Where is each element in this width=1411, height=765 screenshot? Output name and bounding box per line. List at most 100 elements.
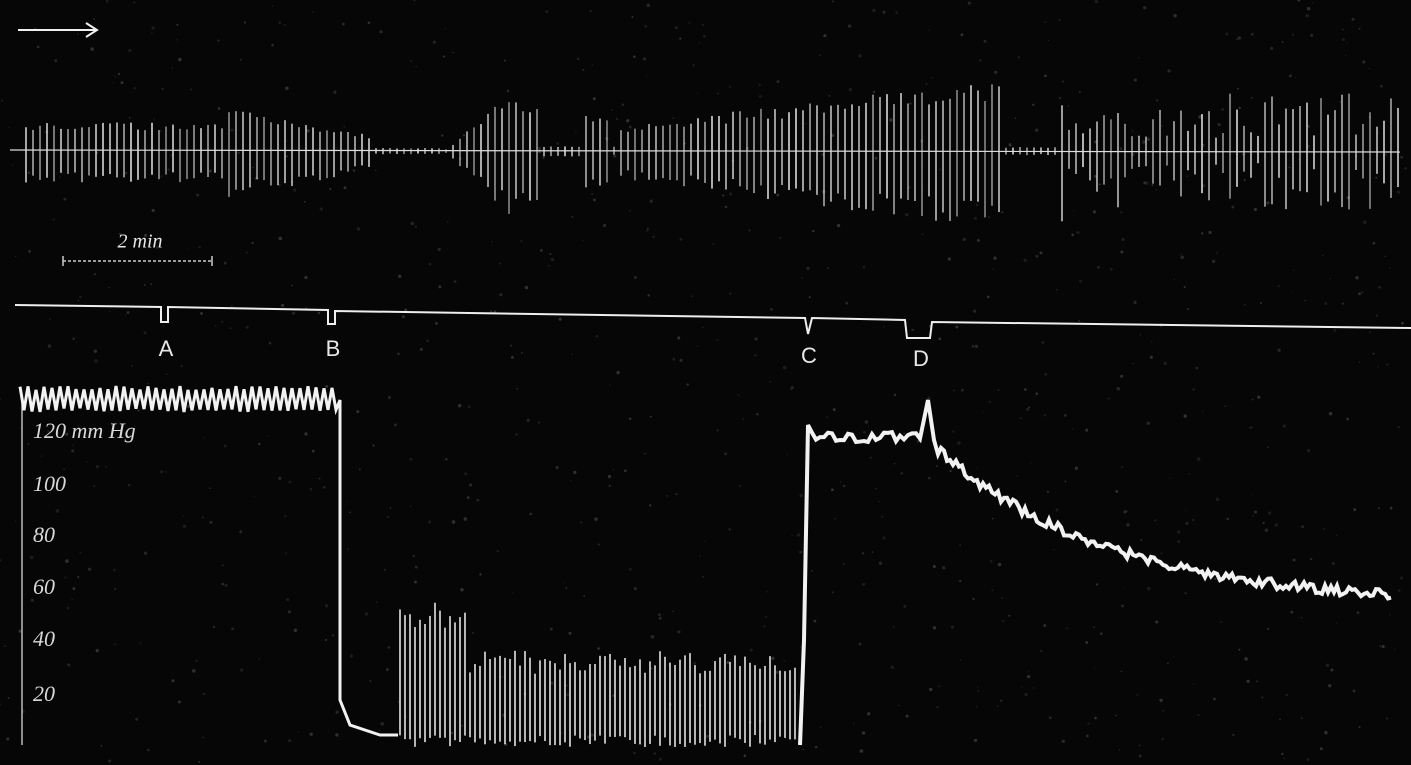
- speck: [744, 754, 747, 757]
- speck: [133, 2, 135, 4]
- speck: [1099, 183, 1101, 185]
- speck: [109, 287, 110, 288]
- speck: [1126, 523, 1129, 526]
- speck: [244, 21, 246, 23]
- speck: [1361, 291, 1364, 294]
- speck: [1216, 498, 1220, 502]
- speck: [783, 660, 785, 662]
- speck: [583, 69, 585, 71]
- speck: [199, 246, 201, 248]
- speck: [209, 487, 211, 489]
- speck: [1334, 329, 1337, 332]
- speck: [814, 620, 817, 623]
- speck: [991, 589, 993, 591]
- speck: [347, 548, 349, 550]
- speck: [712, 243, 713, 244]
- speck: [1353, 508, 1356, 511]
- speck: [1340, 101, 1342, 103]
- speck: [147, 383, 148, 384]
- speck: [1279, 718, 1281, 720]
- speck: [1115, 715, 1117, 717]
- speck: [677, 336, 680, 339]
- speck: [1093, 626, 1095, 628]
- speck: [1268, 512, 1271, 515]
- speck: [957, 441, 960, 444]
- speck: [286, 155, 288, 157]
- speck: [285, 552, 287, 554]
- speck: [1032, 104, 1034, 106]
- speck: [151, 26, 154, 29]
- speck: [240, 59, 242, 61]
- speck: [583, 240, 584, 241]
- speck: [948, 257, 951, 260]
- speck: [435, 322, 438, 325]
- speck: [464, 517, 467, 520]
- speck: [178, 58, 182, 62]
- speck: [30, 556, 34, 560]
- speck: [849, 88, 852, 91]
- speck: [974, 217, 977, 220]
- speck: [166, 374, 167, 375]
- speck: [1277, 349, 1280, 352]
- speck: [499, 263, 501, 265]
- speck: [1379, 645, 1381, 647]
- speck: [1397, 426, 1399, 428]
- speck: [1161, 125, 1162, 126]
- speck: [1346, 418, 1349, 421]
- speck: [231, 305, 233, 307]
- speck: [1267, 447, 1269, 449]
- speck: [984, 40, 987, 43]
- speck: [699, 42, 700, 43]
- speck: [1208, 231, 1211, 234]
- speck: [729, 192, 732, 195]
- speck: [467, 496, 470, 499]
- speck: [134, 87, 136, 89]
- speck: [1378, 507, 1380, 509]
- speck: [1310, 34, 1313, 37]
- speck: [312, 450, 315, 453]
- speck: [942, 566, 945, 569]
- speck: [72, 587, 75, 590]
- speck: [1254, 511, 1257, 514]
- speck: [96, 649, 99, 652]
- speck: [823, 34, 826, 37]
- speck: [848, 24, 851, 27]
- speck: [304, 432, 307, 435]
- speck: [911, 329, 914, 332]
- speck: [238, 152, 240, 154]
- speck: [63, 468, 65, 470]
- speck: [504, 60, 506, 62]
- speck: [497, 550, 499, 552]
- speck: [975, 345, 978, 348]
- speck: [433, 41, 436, 44]
- speck: [1079, 280, 1082, 283]
- speck: [1283, 424, 1286, 427]
- speck: [453, 52, 454, 53]
- speck: [272, 5, 274, 7]
- speck: [595, 335, 598, 338]
- speck: [626, 119, 629, 122]
- speck: [545, 10, 548, 13]
- speck: [93, 485, 95, 487]
- speck: [987, 296, 990, 299]
- speck: [1322, 255, 1323, 256]
- speck: [203, 693, 205, 695]
- speck: [376, 601, 378, 603]
- speck: [59, 177, 61, 179]
- speck: [1197, 714, 1199, 716]
- speck: [335, 711, 338, 714]
- speck: [837, 224, 840, 227]
- speck: [1312, 2, 1313, 3]
- speck: [344, 186, 347, 189]
- speck: [974, 739, 977, 742]
- speck: [410, 60, 412, 62]
- speck: [109, 310, 111, 312]
- speck: [527, 419, 530, 422]
- speck: [426, 339, 429, 342]
- speck: [390, 507, 392, 509]
- speck: [239, 530, 242, 533]
- speck: [722, 194, 724, 196]
- speck: [687, 383, 689, 385]
- speck: [387, 646, 390, 649]
- speck: [1357, 611, 1360, 614]
